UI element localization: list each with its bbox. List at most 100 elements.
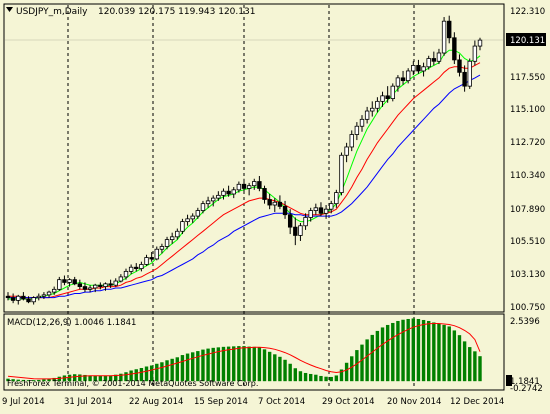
date-label: 7 Oct 2014 (258, 397, 305, 407)
macd-histogram-bar (232, 346, 236, 382)
bull-candle (375, 100, 380, 109)
bull-candle (236, 183, 242, 191)
macd-panel-frame (3, 313, 505, 391)
bull-candle (216, 194, 221, 199)
macd-histogram-bar (416, 318, 421, 382)
price-label: 107.890 (510, 205, 545, 215)
macd-histogram-bar (93, 375, 97, 382)
bear-candle (26, 298, 31, 303)
bear-candle (98, 284, 103, 287)
bear-candle (293, 226, 298, 236)
bull-candle (354, 125, 360, 135)
macd-histogram-bar (134, 369, 138, 382)
bear-candle (134, 266, 139, 270)
copyright-text: FreshForex Terminal, © 2001-2014 MetaQuo… (7, 379, 258, 388)
bull-candle (323, 208, 329, 214)
macd-histogram-bar (298, 371, 303, 382)
macd-histogram-bar (355, 350, 359, 382)
bull-candle (364, 110, 370, 120)
time-axis[interactable]: 9 Jul 2014 31 Jul 2014 22 Aug 2014 15 Se… (2, 397, 504, 407)
symbol-dropdown-icon[interactable] (6, 7, 13, 12)
bear-candle (267, 199, 272, 206)
candlestick-series (5, 15, 483, 305)
bear-candle (10, 297, 16, 301)
macd-histogram-bar (165, 360, 169, 382)
bull-candle (36, 295, 41, 299)
bull-candle (436, 52, 442, 62)
bull-candle (139, 264, 144, 270)
macd-histogram-bar (426, 320, 431, 382)
bear-candle (282, 206, 288, 216)
macd-histogram-bar (329, 376, 333, 382)
macd-histogram-bar (119, 373, 123, 382)
macd-histogram-bar (457, 335, 462, 382)
macd-histogram-bar (308, 373, 313, 382)
macd-histogram-bar (314, 374, 318, 382)
date-label: 9 Jul 2014 (2, 397, 45, 407)
bear-candle (5, 295, 11, 299)
macd-histogram-bar (47, 378, 51, 382)
macd-histogram-bar (139, 367, 144, 382)
bull-candle (313, 207, 319, 211)
price-label: 122.310 (510, 7, 545, 17)
macd-histogram-bar (324, 376, 328, 382)
bull-candle (205, 200, 211, 205)
bull-candle (421, 66, 426, 72)
macd-histogram-bar (375, 330, 380, 382)
bear-candle (257, 181, 262, 189)
macd-histogram-bar (11, 379, 15, 382)
bull-candle (334, 192, 339, 205)
bull-candle (405, 70, 411, 82)
macd-histogram-bar (6, 378, 10, 382)
bull-candle (344, 146, 349, 156)
macd-histogram-bar (303, 372, 308, 382)
price-label: 112.720 (510, 138, 545, 148)
bear-candle (149, 257, 154, 260)
slow-ma-line (8, 74, 481, 299)
macd-histogram-bar (67, 374, 72, 382)
macd-histogram-bar (149, 365, 154, 382)
bull-candle (252, 181, 257, 187)
macd-histogram-bar (216, 347, 221, 382)
bear-candle (108, 283, 113, 286)
macd-value-tag (506, 375, 512, 386)
symbol-label: USDJPY_m,Daily (16, 7, 88, 17)
bull-candle (308, 210, 313, 218)
bull-candle (169, 236, 175, 240)
price-label: 105.510 (510, 237, 545, 247)
date-label: 31 Jul 2014 (64, 397, 112, 407)
bull-candle (67, 279, 72, 283)
macd-signal-line (7, 323, 481, 380)
macd-histogram-bar (16, 379, 20, 382)
bull-candle (16, 295, 21, 301)
macd-histogram-bar (196, 351, 200, 382)
macd-histogram-bar (273, 354, 277, 382)
macd-label: MACD(12,26,9) 1.0046 1.1841 (7, 318, 136, 328)
macd-histogram-bar (185, 353, 190, 382)
bear-candle (77, 283, 83, 287)
macd-histogram-bar (57, 376, 62, 382)
macd-histogram-bar (401, 319, 405, 382)
macd-histogram-bar (385, 324, 390, 382)
bear-candle (226, 190, 231, 195)
macd-histogram-bar (52, 377, 56, 382)
macd-histogram-bar (360, 344, 364, 382)
bull-candle (349, 134, 354, 148)
macd-histogram-bar (380, 327, 385, 382)
price-label: 103.130 (510, 270, 545, 280)
bull-candle (154, 248, 159, 260)
macd-histogram-bar (242, 346, 246, 382)
current-price-label: 120.131 (510, 36, 545, 46)
bull-candle (395, 77, 401, 87)
bull-candle (46, 291, 52, 296)
bull-candle (164, 239, 170, 247)
bull-candle (477, 39, 483, 47)
bull-candle (118, 276, 124, 282)
macd-histogram-bar (319, 375, 323, 382)
macd-histogram-bar (21, 379, 26, 382)
macd-histogram-bar (288, 363, 292, 382)
bull-candle (231, 189, 236, 195)
price-axis[interactable]: 122.310 117.550 115.100 112.720 110.340 … (510, 7, 545, 313)
